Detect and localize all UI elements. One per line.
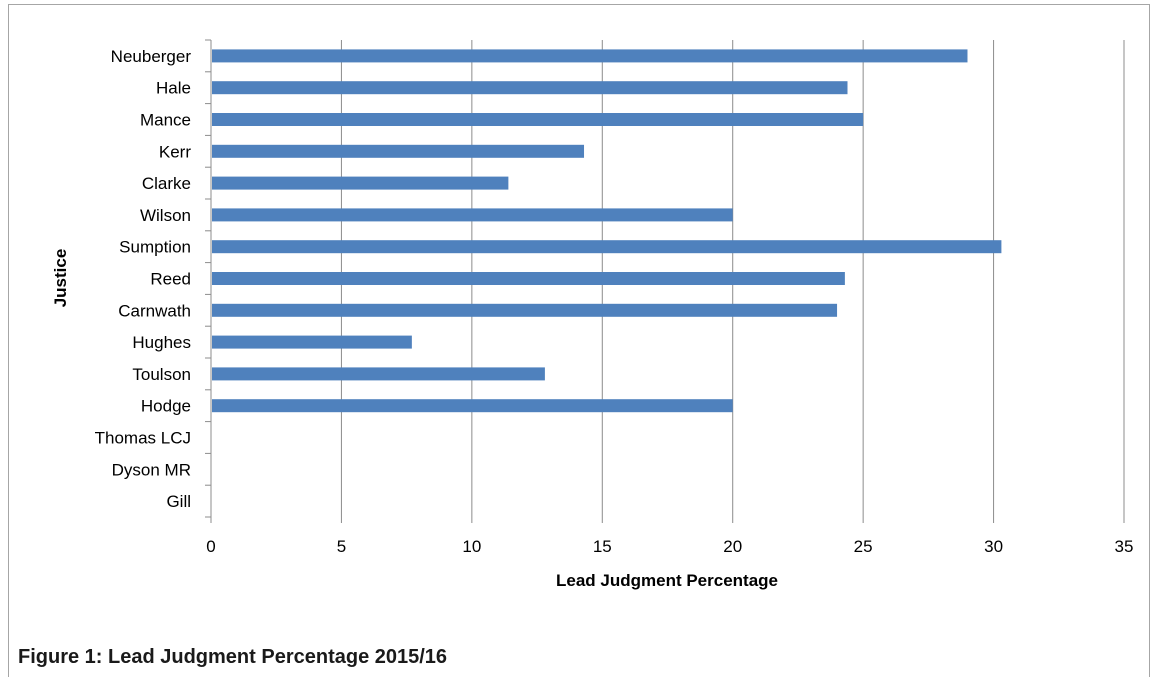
y-tick-label-14: Gill: [166, 492, 191, 511]
bar-clarke: [212, 176, 509, 190]
tick-labels: 0 5 10 15 20 25 30 35 Neuberger Hale Mance Kerr Clar…: [95, 47, 1134, 556]
y-tick-label-11: Hodge: [141, 397, 191, 416]
y-tick-label-7: Reed: [150, 270, 191, 289]
x-tick-label-3: 15: [593, 537, 612, 556]
x-tick-label-0: 0: [206, 537, 215, 556]
y-tick-label-12: Thomas LCJ: [95, 429, 191, 448]
y-tick-label-6: Sumption: [119, 238, 191, 257]
x-tick-label-2: 10: [462, 537, 481, 556]
y-tick-label-3: Kerr: [159, 142, 191, 161]
bar-neuberger: [212, 49, 968, 63]
bar-wilson: [212, 208, 733, 222]
y-tick-label-8: Carnwath: [118, 301, 191, 320]
axes: [205, 39, 1125, 523]
bar-mance: [212, 113, 864, 126]
figure-caption: Figure 1: Lead Judgment Percentage 2015/…: [18, 646, 448, 668]
y-tick-label-10: Toulson: [132, 365, 191, 384]
x-tick-label-6: 30: [984, 537, 1003, 556]
bar-hughes: [212, 335, 412, 349]
x-tick-label-5: 25: [854, 537, 873, 556]
y-tick-label-1: Hale: [156, 79, 191, 98]
x-axis-title: Lead Judgment Percentage: [556, 571, 778, 590]
bar-hale: [212, 81, 848, 95]
y-tick-label-9: Hughes: [132, 333, 191, 352]
y-axis-title: Justice: [51, 249, 70, 308]
bar-carnwath: [212, 303, 838, 317]
bar-toulson: [212, 367, 545, 381]
y-tick-label-5: Wilson: [140, 206, 191, 225]
bar-hodge: [212, 399, 733, 413]
y-tick-label-13: Dyson MR: [112, 460, 191, 479]
x-tick-label-7: 35: [1115, 537, 1134, 556]
y-tick-label-4: Clarke: [142, 174, 191, 193]
bar-kerr: [212, 144, 585, 158]
bars: [212, 49, 1002, 413]
bar-sumption: [212, 240, 1002, 254]
y-tick-label-0: Neuberger: [111, 47, 192, 66]
bar-reed: [212, 272, 845, 285]
x-tick-label-4: 20: [723, 537, 742, 556]
y-tick-label-2: Mance: [140, 111, 191, 130]
x-tick-label-1: 5: [337, 537, 346, 556]
